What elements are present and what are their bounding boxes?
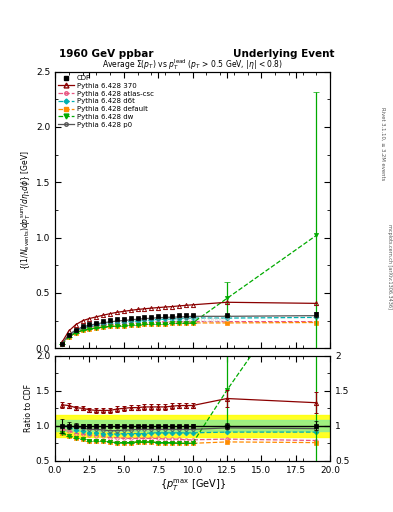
Text: mcplots.cern.ch [arXiv:1306.3436]: mcplots.cern.ch [arXiv:1306.3436] — [387, 224, 391, 309]
X-axis label: $\{p_T^\mathrm{max}\ [\mathrm{GeV}]\}$: $\{p_T^\mathrm{max}\ [\mathrm{GeV}]\}$ — [160, 477, 226, 493]
Legend: CDF, Pythia 6.428 370, Pythia 6.428 atlas-csc, Pythia 6.428 d6t, Pythia 6.428 de: CDF, Pythia 6.428 370, Pythia 6.428 atla… — [57, 74, 155, 129]
Bar — [55, 415, 330, 437]
Bar — [55, 420, 330, 432]
Text: Rivet 3.1.10, ≥ 3.2M events: Rivet 3.1.10, ≥ 3.2M events — [381, 106, 386, 180]
Text: Underlying Event: Underlying Event — [233, 49, 334, 59]
Text: 1960 GeV ppbar: 1960 GeV ppbar — [59, 49, 153, 59]
Text: CDF_2015_I1388868: CDF_2015_I1388868 — [166, 317, 230, 324]
Y-axis label: Ratio to CDF: Ratio to CDF — [24, 385, 33, 432]
Title: Average $\Sigma(p_T)$ vs $p_T^\mathrm{lead}$ ($p_T$ > 0.5 GeV, $|\eta|$ < 0.8): Average $\Sigma(p_T)$ vs $p_T^\mathrm{le… — [102, 57, 283, 72]
Y-axis label: $\{(1/N_\mathrm{events}) dp_T^\mathrm{sum}/d\eta_1 d\phi\}$ [GeV]: $\{(1/N_\mathrm{events}) dp_T^\mathrm{su… — [20, 150, 33, 270]
